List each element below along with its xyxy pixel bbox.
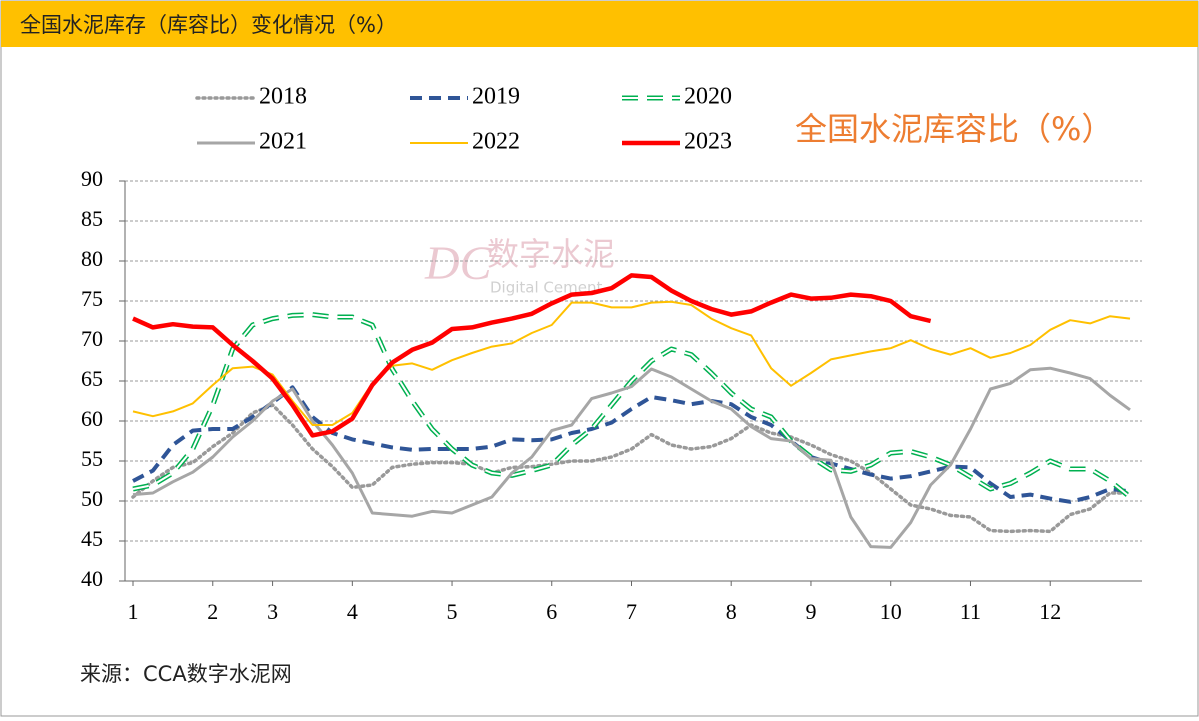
source: 来源：CCA数字水泥网 [80, 662, 292, 686]
y-tick-label: 40 [81, 566, 103, 591]
x-tick-label: 12 [1039, 599, 1061, 624]
watermark-logo: DC [424, 237, 493, 290]
x-tick-label: 9 [805, 599, 816, 624]
chart-title: 全国水泥库存（库容比）变化情况（%） [20, 13, 397, 37]
y-tick-label: 70 [81, 326, 103, 351]
watermark-name: 数字水泥 [487, 235, 615, 273]
x-tick-label: 10 [880, 599, 902, 624]
y-tick-label: 60 [81, 406, 103, 431]
series-line [132, 385, 1131, 504]
series-line-inner [132, 313, 1131, 498]
x-tick-label: 7 [626, 599, 637, 624]
series-line [131, 403, 1132, 534]
y-tick-label: 80 [81, 246, 103, 271]
y-tick-label: 75 [81, 286, 103, 311]
legend-label: 2021 [259, 129, 307, 155]
x-tick-label: 5 [447, 599, 458, 624]
series-line [132, 300, 1131, 426]
annotation: 全国水泥库容比（%） [795, 110, 1113, 148]
x-tick-label: 6 [546, 599, 557, 624]
legend-label: 2019 [472, 84, 520, 110]
y-tick-label: 50 [81, 486, 103, 511]
x-tick-label: 4 [347, 599, 358, 624]
watermark-name-en: Digital Cement [490, 279, 602, 297]
y-tick-label: 90 [81, 166, 103, 191]
y-tick-label: 85 [81, 206, 103, 231]
watermark: DC 数字水泥 Digital Cement [424, 235, 615, 297]
series-line [132, 273, 932, 438]
x-tick-label: 1 [128, 599, 139, 624]
x-tick-label: 8 [726, 599, 737, 624]
x-tick-label: 3 [267, 599, 278, 624]
y-tick-label: 55 [81, 446, 103, 471]
header-bar [1, 1, 1198, 47]
y-tick-label: 65 [81, 366, 103, 391]
y-tick-label: 45 [81, 526, 103, 551]
legend-label: 2018 [259, 84, 307, 110]
series-line [132, 366, 1131, 549]
legend-label: 2023 [684, 129, 732, 155]
legend-label: 2022 [472, 129, 520, 155]
x-tick-label: 2 [207, 599, 218, 624]
legend-label: 2020 [684, 84, 732, 110]
x-tick-label: 11 [960, 599, 981, 624]
